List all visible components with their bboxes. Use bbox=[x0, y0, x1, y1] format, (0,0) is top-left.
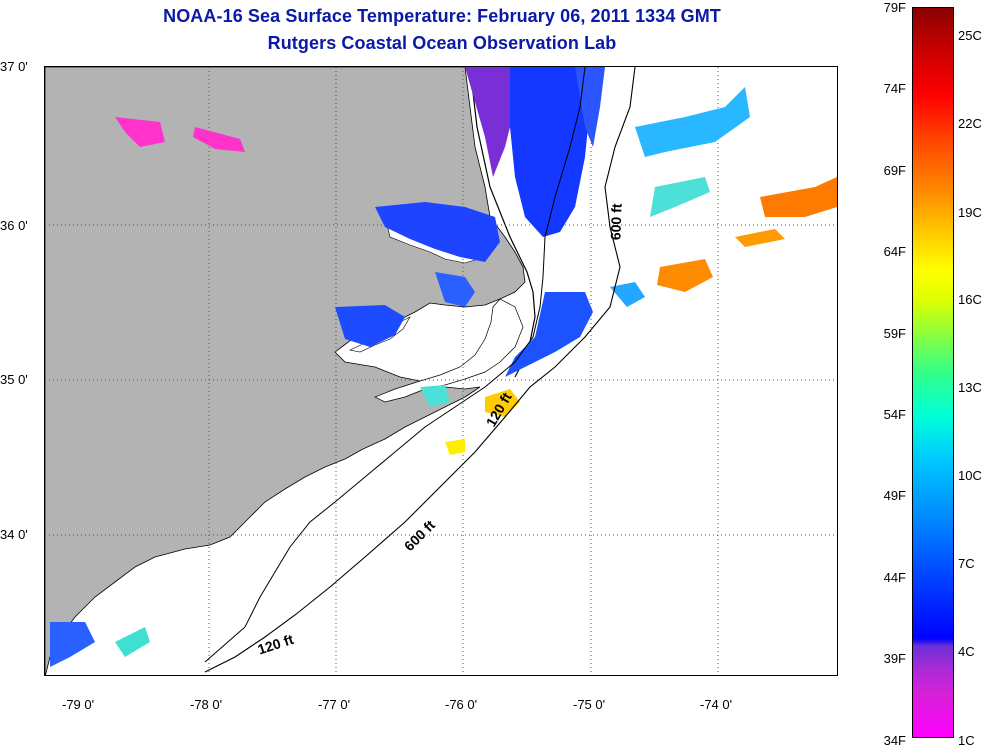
cb-f-74: 74F bbox=[883, 81, 906, 96]
contour-600ft bbox=[204, 67, 636, 673]
sst-patches bbox=[50, 67, 837, 667]
cb-f-39: 39F bbox=[883, 651, 906, 666]
contour-label-600-south: 600 ft bbox=[401, 517, 438, 554]
cb-c-13: 13C bbox=[958, 380, 982, 395]
lon-label-76: -76 0' bbox=[445, 697, 478, 712]
cb-f-64: 64F bbox=[883, 244, 906, 259]
cb-c-19: 19C bbox=[958, 205, 982, 220]
lat-label-36: 36 0' bbox=[0, 218, 28, 233]
map-subtitle: Rutgers Coastal Ocean Observation Lab bbox=[267, 33, 617, 53]
lat-label-37: 37 0' bbox=[0, 59, 28, 74]
lat-label-34: 34 0' bbox=[0, 527, 28, 542]
lon-label-74: -74 0' bbox=[700, 697, 733, 712]
map-title: NOAA-16 Sea Surface Temperature: Februar… bbox=[163, 6, 721, 26]
map-canvas: 600 ft 120 ft 600 ft 120 ft bbox=[45, 67, 837, 675]
cb-c-1: 1C bbox=[958, 733, 975, 748]
cb-c-22: 22C bbox=[958, 116, 982, 131]
contour-label-600-east: 600 ft bbox=[607, 203, 624, 240]
cb-f-69: 69F bbox=[883, 163, 906, 178]
cb-f-54: 54F bbox=[883, 407, 906, 422]
cb-c-10: 10C bbox=[958, 468, 982, 483]
lon-label-75: -75 0' bbox=[573, 697, 606, 712]
cb-f-79: 79F bbox=[883, 0, 906, 15]
lon-label-78: -78 0' bbox=[190, 697, 223, 712]
cb-c-4: 4C bbox=[958, 644, 975, 659]
cb-f-44: 44F bbox=[883, 570, 906, 585]
cb-c-25: 25C bbox=[958, 28, 982, 43]
pamlico-sound bbox=[374, 298, 524, 403]
cb-f-34: 34F bbox=[883, 733, 906, 748]
cb-c-7: 7C bbox=[958, 556, 975, 571]
cb-f-49: 49F bbox=[883, 488, 906, 503]
lon-label-77: -77 0' bbox=[318, 697, 351, 712]
graticule bbox=[45, 67, 837, 675]
lat-label-35: 35 0' bbox=[0, 372, 28, 387]
temperature-colorbar bbox=[912, 7, 954, 738]
contour-label-120-south: 120 ft bbox=[256, 631, 296, 658]
cb-f-59: 59F bbox=[883, 326, 906, 341]
sst-map[interactable]: 600 ft 120 ft 600 ft 120 ft bbox=[44, 66, 838, 676]
lon-label-79: -79 0' bbox=[62, 697, 95, 712]
cb-c-16: 16C bbox=[958, 292, 982, 307]
contour-120ft bbox=[204, 67, 586, 663]
